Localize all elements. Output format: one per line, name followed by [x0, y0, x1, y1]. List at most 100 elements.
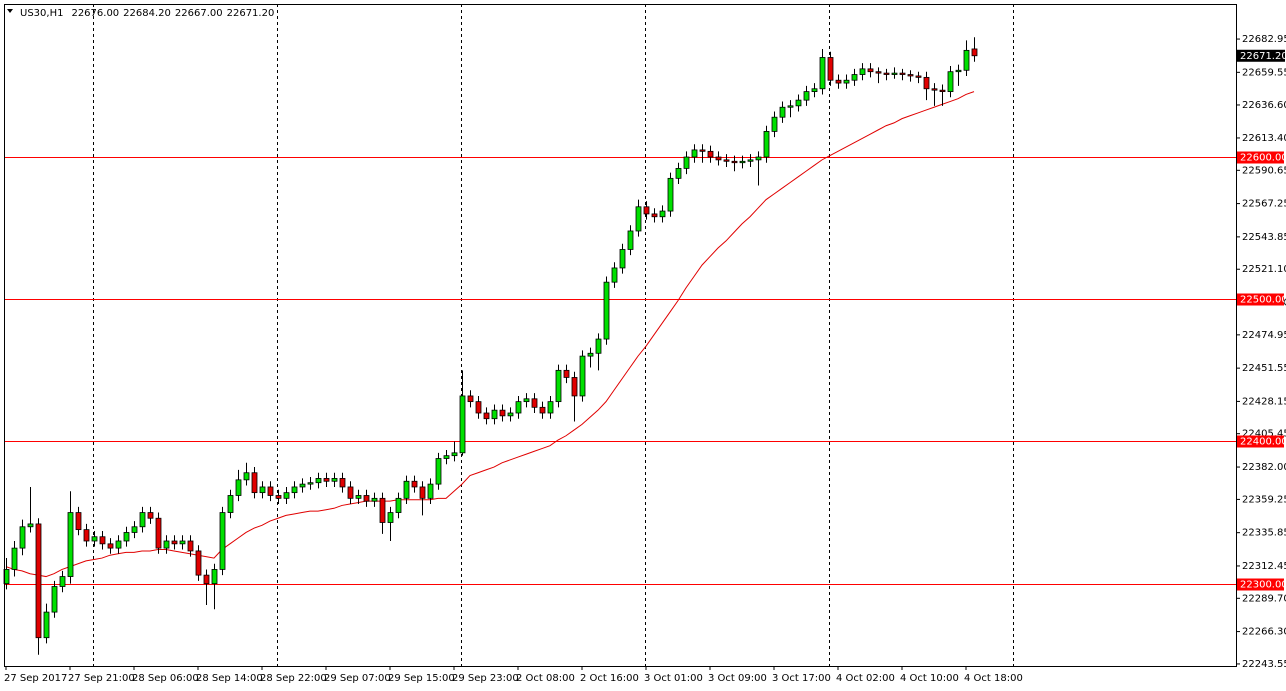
candle-body [651, 213, 658, 218]
level-tag [1237, 151, 1284, 164]
level-label: 22300.00 [1240, 580, 1286, 591]
y-tick-label: 22382.00 [1242, 462, 1286, 473]
candle-body [395, 497, 402, 513]
candle-body [867, 68, 874, 73]
candle-body [115, 540, 122, 549]
candle-body [731, 160, 738, 164]
candle-body [851, 74, 858, 81]
x-tick-label: 28 Sep 22:00 [260, 673, 327, 684]
y-tick-label: 22405.45 [1242, 429, 1286, 440]
candle-body [339, 478, 346, 488]
candle-body [555, 369, 562, 403]
candle-body [779, 106, 786, 118]
candle-body [579, 355, 586, 397]
candle-body [355, 495, 362, 499]
candle-body [387, 512, 394, 523]
candle-body [587, 352, 594, 357]
candle-body [491, 409, 498, 420]
y-tick-label: 22567.25 [1242, 199, 1286, 210]
candle-body [595, 338, 602, 354]
candle-body [147, 512, 154, 519]
candle-body [699, 149, 706, 152]
candle-body [171, 540, 178, 545]
candle-body [435, 458, 442, 485]
candle-body [715, 156, 722, 161]
candle-body [891, 72, 898, 75]
ohlc-label: 22676.00 [71, 8, 119, 19]
candle-body [19, 526, 26, 549]
symbol-label: US30,H1 [20, 8, 63, 19]
candle-body [91, 536, 98, 542]
candle-body [243, 472, 250, 481]
candle-body [571, 377, 578, 397]
candle-body [835, 79, 842, 84]
x-tick-label: 3 Oct 09:00 [708, 673, 767, 684]
level-tag [1237, 293, 1284, 306]
level-label: 22600.00 [1240, 153, 1286, 164]
candle-body [755, 156, 762, 161]
period-separators [93, 4, 1014, 666]
candle-body [963, 49, 970, 71]
candle-body [875, 71, 882, 74]
candle-body [371, 497, 378, 502]
candle-body [59, 576, 66, 587]
x-tick-label: 29 Sep 07:00 [324, 673, 391, 684]
candle-body [275, 495, 282, 499]
candle-body [563, 369, 570, 378]
y-tick-label: 22613.40 [1242, 133, 1286, 144]
ohlc-label: 22671.20 [227, 8, 275, 19]
candle-body [411, 480, 418, 488]
candle-body [83, 529, 90, 542]
y-tick-label: 22590.65 [1242, 165, 1286, 176]
y-tick-label: 22335.85 [1242, 528, 1286, 539]
candle-body [75, 512, 82, 531]
candle-body [155, 517, 162, 549]
candle-body [139, 512, 146, 528]
candle-body [451, 452, 458, 457]
candle-body [307, 482, 314, 485]
candle-body [859, 68, 866, 75]
candle-body [931, 88, 938, 91]
y-tick-label: 22682.95 [1242, 34, 1286, 45]
candle-body [483, 412, 490, 420]
candle-body [347, 486, 354, 499]
candle-body [179, 540, 186, 545]
candle-body [475, 401, 482, 414]
level-tag [1237, 435, 1284, 448]
candle-body [619, 249, 626, 269]
level-label: 22400.00 [1240, 437, 1286, 448]
x-tick-label: 28 Sep 06:00 [132, 673, 199, 684]
candle-body [787, 105, 794, 108]
x-tick-label: 4 Oct 10:00 [900, 673, 959, 684]
candle-body [99, 536, 106, 545]
x-tick-label: 4 Oct 02:00 [836, 673, 895, 684]
candle-body [251, 472, 258, 494]
candle-body [27, 523, 34, 528]
candle-body [211, 569, 218, 585]
ohlc-label: 22667.00 [175, 8, 223, 19]
candle-body [235, 479, 242, 496]
candle-body [659, 210, 666, 218]
candle-body [203, 574, 210, 585]
candle-body [379, 497, 386, 523]
candle-body [643, 206, 650, 215]
candle-body [819, 57, 826, 90]
candle-body [915, 75, 922, 78]
x-tick-label: 27 Sep 21:00 [68, 673, 135, 684]
current-price-label: 22671.20 [1240, 51, 1286, 62]
plot-frame [4, 4, 1237, 667]
y-tick-label: 22543.85 [1242, 232, 1286, 243]
candle-body [739, 160, 746, 164]
candle-body [603, 281, 610, 340]
candle-body [291, 486, 298, 494]
y-tick-label: 22312.45 [1242, 561, 1286, 572]
y-tick-label: 22289.70 [1242, 593, 1286, 604]
candle-body [803, 91, 810, 101]
candle-body [883, 72, 890, 75]
candle-body [227, 495, 234, 513]
candle-body [363, 495, 370, 502]
menu-arrow[interactable] [7, 9, 13, 13]
candle-body [467, 395, 474, 403]
